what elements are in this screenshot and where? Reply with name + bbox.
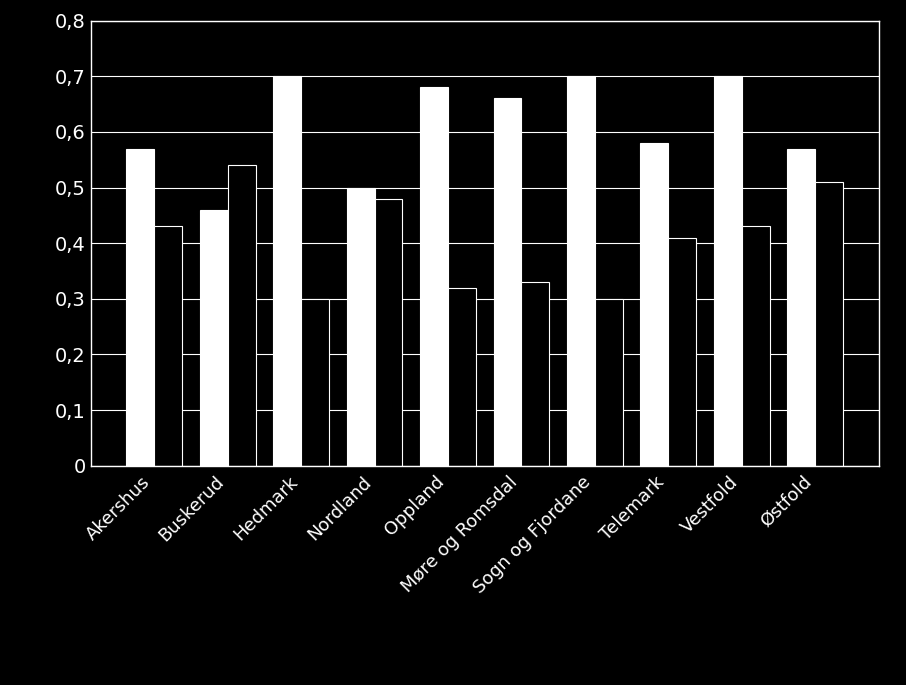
- Bar: [420, 88, 448, 466]
- Bar: [494, 99, 522, 466]
- Bar: [522, 282, 549, 466]
- Bar: [200, 210, 227, 466]
- Bar: [669, 238, 696, 466]
- Bar: [567, 76, 595, 466]
- Bar: [787, 149, 815, 466]
- Bar: [274, 76, 301, 466]
- Legend: ja, nei: ja, nei: [423, 682, 546, 685]
- Bar: [127, 149, 154, 466]
- Bar: [815, 182, 843, 466]
- Bar: [714, 76, 742, 466]
- Bar: [448, 288, 476, 466]
- Bar: [742, 227, 769, 466]
- Bar: [154, 227, 182, 466]
- Bar: [227, 165, 255, 466]
- Bar: [347, 188, 374, 466]
- Bar: [374, 199, 402, 466]
- Bar: [595, 299, 622, 466]
- Bar: [301, 299, 329, 466]
- Bar: [641, 143, 669, 466]
